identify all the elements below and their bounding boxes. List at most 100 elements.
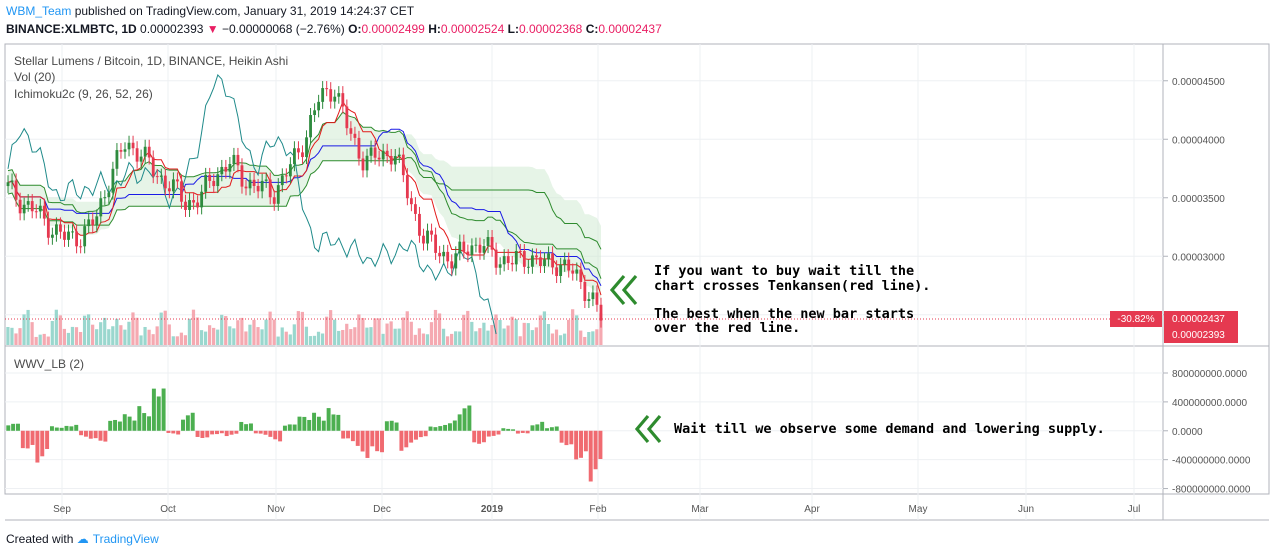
publish-header: WBM_Team published on TradingView.com, J… bbox=[6, 4, 414, 18]
candle-body bbox=[167, 188, 171, 192]
candle-body bbox=[123, 149, 127, 152]
wwv-bar bbox=[409, 430, 414, 443]
wwv-bar bbox=[365, 430, 370, 458]
candle-body bbox=[446, 251, 450, 262]
volume-bar bbox=[127, 321, 131, 345]
candle-body bbox=[71, 231, 74, 233]
low-value: 0.00002368 bbox=[518, 22, 583, 36]
author-link[interactable]: WBM_Team bbox=[6, 4, 72, 18]
wwv-bar bbox=[554, 426, 559, 431]
candle-body bbox=[220, 166, 224, 175]
wwv-bar bbox=[511, 429, 516, 431]
candle-body bbox=[83, 226, 87, 247]
candle-body bbox=[212, 180, 216, 187]
tradingview-brand[interactable]: TradingView bbox=[92, 532, 159, 546]
candle-body bbox=[188, 200, 191, 210]
candle-body bbox=[18, 199, 22, 214]
volume-bar bbox=[199, 330, 204, 345]
volume-bar bbox=[155, 326, 159, 345]
wwv-bar bbox=[389, 420, 394, 431]
volume-bar bbox=[579, 330, 583, 345]
wwv-bar bbox=[176, 430, 181, 435]
volume-bar bbox=[450, 333, 454, 345]
price-axis: 0.00004500 0.00004000 0.00003500 0.00003000… bbox=[1163, 77, 1251, 496]
candle-body bbox=[293, 148, 296, 165]
volume-bar bbox=[50, 320, 54, 345]
wwv-bar bbox=[282, 425, 287, 431]
wwv-bar bbox=[142, 413, 147, 431]
candle-body bbox=[297, 148, 300, 153]
candle-body bbox=[264, 179, 268, 181]
volume-bar bbox=[175, 336, 179, 345]
volume-bar bbox=[409, 321, 413, 345]
volume-bar bbox=[260, 329, 264, 345]
candle-body bbox=[458, 241, 462, 254]
volume-bar bbox=[30, 322, 34, 345]
wwv-bar bbox=[263, 430, 268, 435]
volume-bar bbox=[95, 329, 99, 345]
volume-bar bbox=[324, 316, 329, 345]
wwv-bar bbox=[360, 430, 365, 452]
volume-bar bbox=[191, 309, 196, 345]
candle-body bbox=[301, 152, 304, 158]
wwv-bar bbox=[244, 424, 249, 431]
wwv-bar bbox=[457, 414, 462, 431]
volume-bar bbox=[143, 326, 147, 345]
close-value: 0.00002437 bbox=[598, 22, 662, 36]
volume-bar bbox=[329, 310, 333, 345]
wwv-bar bbox=[190, 412, 195, 431]
wwv-bar bbox=[447, 423, 452, 431]
candle-body bbox=[397, 154, 401, 157]
ichimoku-lines bbox=[7, 74, 602, 335]
volume-bar bbox=[159, 312, 163, 345]
time-tick-label: Jun bbox=[1018, 504, 1034, 515]
volume-bar bbox=[264, 319, 268, 345]
volume-bar bbox=[530, 330, 534, 345]
time-axis: Sep Oct Nov Dec 2019 Feb Mar Apr May Jun Jul bbox=[53, 504, 1140, 515]
candle-body bbox=[79, 246, 83, 248]
wwv-bar bbox=[253, 430, 258, 434]
volume-bar bbox=[381, 333, 385, 345]
candles bbox=[6, 81, 603, 328]
candle-body bbox=[365, 155, 369, 171]
volume-bar bbox=[14, 333, 18, 345]
candle-body bbox=[272, 197, 276, 204]
candle-body bbox=[171, 179, 175, 192]
volume-bar bbox=[240, 317, 244, 345]
volume-bar bbox=[502, 328, 506, 345]
wwv-bar bbox=[428, 426, 433, 431]
volume-bar bbox=[478, 328, 482, 345]
candle-body bbox=[438, 252, 442, 257]
wwv-bar bbox=[88, 430, 93, 439]
candle-body bbox=[151, 157, 155, 177]
volume-bar bbox=[46, 336, 50, 345]
volume-bar bbox=[268, 311, 272, 345]
candle-body bbox=[466, 251, 470, 256]
wwv-bar bbox=[564, 430, 569, 446]
wwv-bar bbox=[307, 419, 312, 431]
candle-body bbox=[563, 259, 567, 265]
wwv-bar bbox=[171, 430, 176, 434]
candle-body bbox=[228, 164, 232, 172]
volume-bar bbox=[256, 327, 260, 345]
volume-bar bbox=[349, 329, 353, 345]
price-tick-label: 0.00003000 bbox=[1172, 252, 1225, 263]
candle-body bbox=[115, 150, 119, 169]
candle-body bbox=[280, 175, 284, 186]
symbol-ohlc-header: BINANCE:XLMBTC, 1D 0.00002393 ▼ −0.00000… bbox=[6, 22, 662, 36]
volume-bar bbox=[276, 336, 280, 345]
candle-body bbox=[393, 156, 397, 165]
high-label: H: bbox=[428, 22, 441, 36]
volume-bar bbox=[123, 329, 127, 345]
volume-bar bbox=[272, 319, 276, 345]
time-tick-label: May bbox=[909, 504, 928, 515]
candle-body bbox=[599, 304, 603, 321]
wwv-bar bbox=[181, 419, 185, 431]
volume-bar bbox=[216, 329, 220, 345]
volume-bar bbox=[78, 331, 83, 345]
candle-body bbox=[87, 219, 91, 227]
last-price: 0.00002393 bbox=[140, 22, 204, 36]
volume-bar bbox=[66, 332, 71, 345]
volume-bar bbox=[462, 314, 466, 345]
